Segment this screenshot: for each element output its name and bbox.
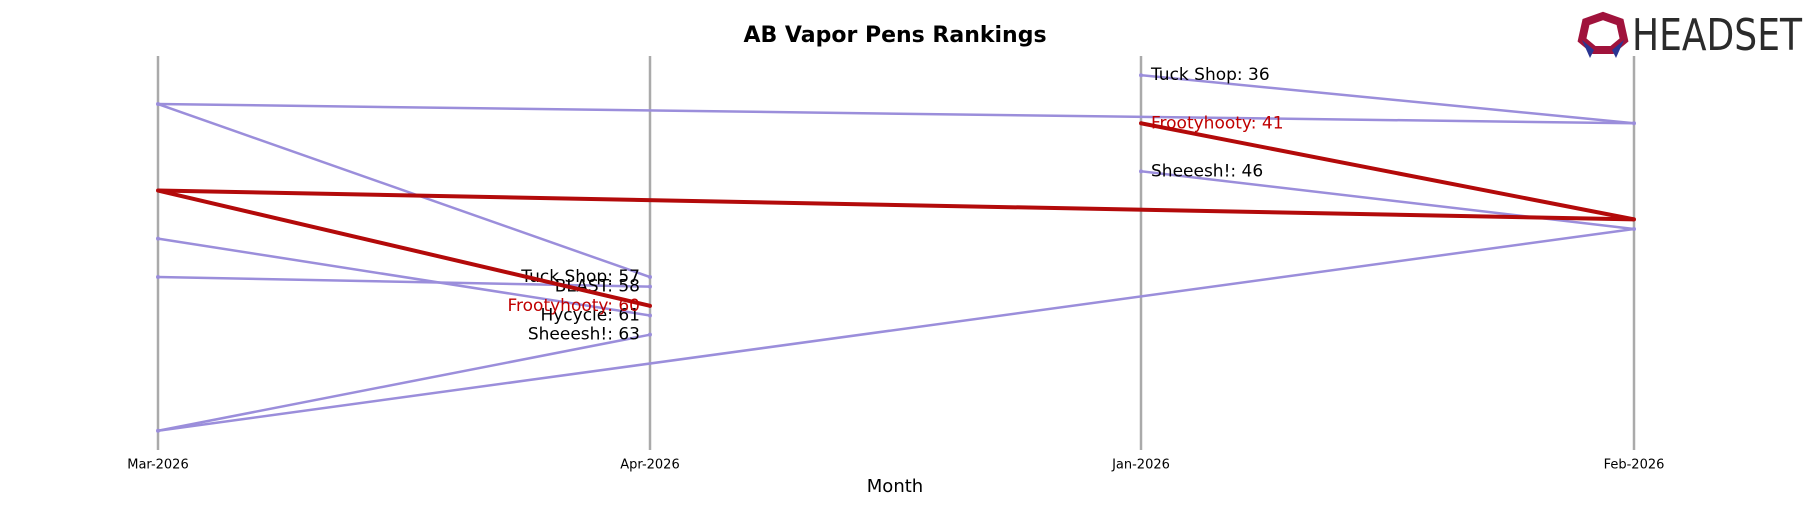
point — [156, 188, 160, 193]
series-line — [157, 333, 651, 433]
value-label: Sheeesh!: 63 — [528, 325, 640, 345]
point — [1139, 73, 1143, 78]
point — [648, 284, 652, 289]
point — [648, 275, 652, 280]
x-tick-label: Feb-2026 — [1604, 458, 1665, 473]
point — [156, 236, 160, 241]
x-tick-label: Apr-2026 — [620, 458, 679, 473]
series-line — [1140, 73, 1635, 125]
point — [156, 428, 160, 433]
logo: HEADSET — [1577, 10, 1802, 61]
chart-title: AB Vapor Pens Rankings — [743, 23, 1046, 48]
logo-icon — [1577, 11, 1629, 54]
series-line — [157, 102, 651, 279]
value-label: Hycycle: 61 — [540, 305, 640, 325]
point — [648, 303, 652, 308]
point — [648, 332, 652, 337]
point — [1139, 169, 1143, 174]
point — [1632, 121, 1636, 126]
value-label: BLAST: 58 — [555, 277, 640, 297]
x-tick-label: Mar-2026 — [127, 458, 188, 473]
point — [648, 313, 652, 318]
series-line — [157, 227, 1635, 433]
logo-icon — [1612, 40, 1624, 58]
value-label: Frootyhooty: 41 — [1151, 113, 1284, 133]
value-label: Sheeesh!: 46 — [1151, 161, 1263, 181]
series-line — [157, 188, 1635, 222]
series-line — [157, 237, 651, 317]
point — [156, 102, 160, 107]
series-line — [157, 102, 1635, 125]
point — [1632, 217, 1636, 222]
point — [1139, 121, 1143, 126]
point — [1632, 226, 1636, 231]
series-line — [1140, 121, 1635, 222]
point — [156, 275, 160, 280]
value-label: Tuck Shop: 36 — [1150, 65, 1270, 85]
value-label: Frootyhooty: 60 — [507, 296, 640, 316]
logo-icon — [1582, 40, 1594, 58]
logo-text: HEADSET — [1632, 10, 1802, 61]
x-tick-label: Jan-2026 — [1111, 458, 1170, 473]
series-line — [157, 188, 651, 308]
x-axis-label: Month — [867, 476, 923, 497]
